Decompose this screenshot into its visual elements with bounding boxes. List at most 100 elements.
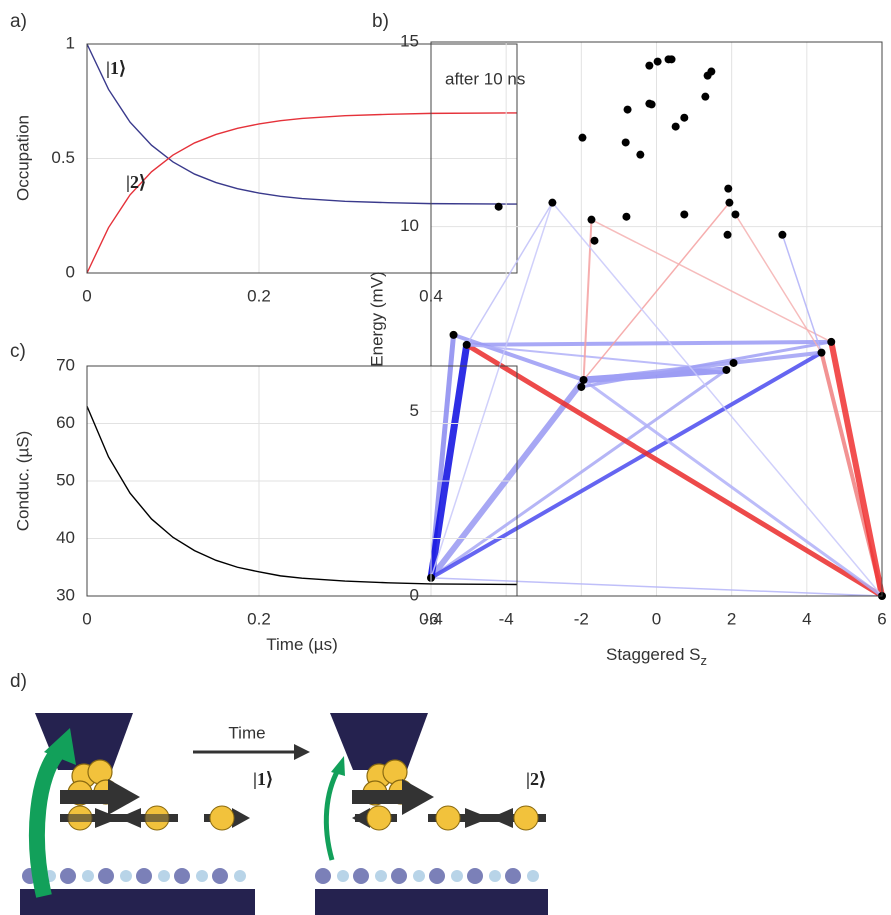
panel-label: d) bbox=[10, 671, 27, 692]
x-tick-label: 0.4 bbox=[419, 609, 443, 628]
transition bbox=[582, 218, 593, 381]
panel-label: a) bbox=[10, 11, 27, 32]
point bbox=[827, 337, 836, 346]
series-label: |2⟩ bbox=[126, 172, 146, 192]
point bbox=[724, 184, 733, 193]
plot-area bbox=[86, 43, 518, 274]
state-label: |2⟩ bbox=[526, 769, 546, 789]
y-tick-label: 0 bbox=[66, 262, 75, 281]
transition bbox=[428, 376, 587, 581]
annotation: after 10 ns bbox=[445, 69, 525, 88]
x-tick-label: 4 bbox=[802, 609, 811, 628]
y-tick-label: 0 bbox=[410, 585, 419, 604]
transition bbox=[451, 332, 586, 382]
surface-dots bbox=[315, 868, 539, 884]
y-tick-label: 50 bbox=[56, 470, 75, 489]
y-axis-label: Conduc. (µS) bbox=[13, 431, 32, 532]
axes-frame bbox=[430, 41, 883, 597]
transition bbox=[582, 201, 731, 381]
series-label: |1⟩ bbox=[106, 58, 126, 78]
transition bbox=[465, 201, 554, 346]
plot-area bbox=[427, 55, 886, 600]
point bbox=[723, 230, 732, 239]
transition bbox=[551, 201, 883, 597]
line bbox=[86, 43, 518, 205]
state-label: |1⟩ bbox=[253, 769, 273, 789]
x-tick-label: -2 bbox=[574, 609, 589, 628]
point bbox=[449, 330, 458, 339]
y-tick-label: 60 bbox=[56, 413, 75, 432]
tunnel-arrow bbox=[323, 768, 341, 861]
x-axis-label-main: Staggered S bbox=[606, 645, 701, 664]
point bbox=[653, 57, 662, 66]
transition bbox=[781, 234, 823, 354]
tunnel-arrow-head bbox=[44, 728, 76, 765]
diagram: d) |1⟩ Time |2⟩ bbox=[10, 671, 548, 915]
y-axis-label: Energy (mV) bbox=[367, 271, 386, 366]
point bbox=[622, 212, 631, 221]
point bbox=[680, 113, 689, 122]
time-label: Time bbox=[228, 723, 265, 742]
point bbox=[725, 198, 734, 207]
y-axis-label: Occupation bbox=[13, 115, 32, 201]
point bbox=[667, 55, 676, 64]
point bbox=[671, 122, 680, 131]
x-axis-label: Time (µs) bbox=[266, 635, 338, 654]
point bbox=[590, 236, 599, 245]
axes-frame bbox=[86, 43, 518, 274]
x-tick-label: 2 bbox=[727, 609, 736, 628]
point bbox=[494, 202, 503, 211]
point bbox=[636, 150, 645, 159]
tunnel-arrow bbox=[29, 746, 65, 898]
point bbox=[731, 210, 740, 219]
point bbox=[548, 198, 557, 207]
point bbox=[680, 210, 689, 219]
panel-label: c) bbox=[10, 341, 26, 362]
transition bbox=[582, 378, 884, 598]
y-tick-label: 30 bbox=[56, 585, 75, 604]
transition bbox=[430, 201, 554, 579]
x-tick-label: 0.2 bbox=[247, 609, 271, 628]
transition bbox=[430, 577, 883, 597]
atom-row bbox=[352, 805, 546, 831]
transition bbox=[429, 368, 728, 580]
axes-frame bbox=[86, 365, 518, 597]
transition bbox=[464, 339, 834, 347]
x-tick-label: 0.2 bbox=[247, 286, 271, 305]
transition bbox=[465, 343, 728, 371]
point bbox=[645, 61, 654, 70]
point bbox=[707, 67, 716, 76]
spin-arrow bbox=[60, 779, 140, 815]
y-tick-label: 10 bbox=[400, 216, 419, 235]
x-tick-label: 0 bbox=[652, 609, 661, 628]
point bbox=[647, 100, 656, 109]
tip bbox=[330, 713, 428, 770]
time-arrow-head bbox=[294, 744, 310, 760]
point bbox=[722, 365, 731, 374]
x-tick-label: -6 bbox=[423, 609, 438, 628]
plot-area bbox=[86, 405, 518, 586]
point bbox=[623, 105, 632, 114]
y-tick-label: 0.5 bbox=[51, 148, 75, 167]
surface-dots bbox=[22, 868, 246, 884]
y-tick-label: 15 bbox=[400, 31, 419, 50]
x-tick-label: -4 bbox=[499, 609, 514, 628]
point bbox=[579, 375, 588, 384]
transition bbox=[828, 338, 885, 599]
point bbox=[778, 230, 787, 239]
point bbox=[578, 133, 587, 142]
line bbox=[86, 112, 518, 274]
x-tick-label: 0 bbox=[82, 286, 91, 305]
transition bbox=[427, 341, 471, 582]
tunnel-arrow-head bbox=[331, 756, 345, 776]
x-axis-label: Staggered Sz bbox=[606, 645, 707, 668]
point bbox=[577, 382, 586, 391]
substrate bbox=[20, 889, 255, 915]
line bbox=[86, 405, 518, 586]
x-tick-label: 0 bbox=[82, 609, 91, 628]
point bbox=[729, 358, 738, 367]
point bbox=[701, 92, 710, 101]
transition bbox=[590, 218, 833, 343]
transition bbox=[579, 340, 833, 389]
